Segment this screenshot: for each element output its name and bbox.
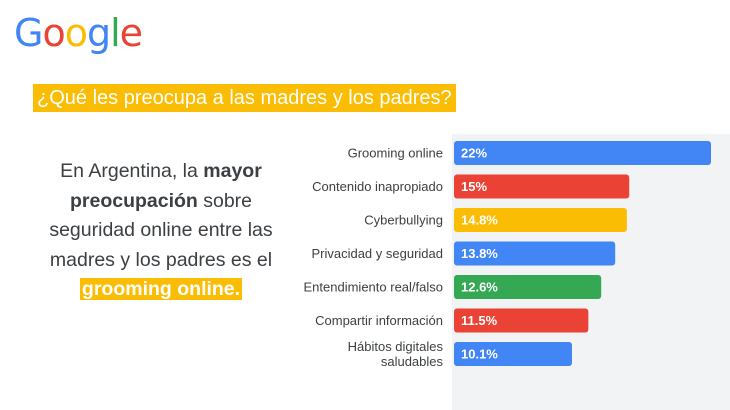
bar-value-label: 11.5% [461, 313, 498, 328]
logo-letter: o [42, 11, 65, 55]
category-label: Entendimiento real/falso [304, 280, 443, 295]
category-label: Privacidad y seguridad [311, 246, 443, 261]
intro-emphasis: mayor preocupación [69, 160, 262, 212]
bar [454, 308, 589, 333]
category-label: Hábitos digitales saludables [348, 339, 444, 369]
bar-value-label: 10.1% [461, 347, 498, 362]
category-label: Grooming online [348, 146, 443, 161]
intro-text-part-2: sobre seguridad online entre las madres … [49, 189, 273, 271]
bar-value-label: 15% [461, 179, 487, 194]
category-label: Compartir información [315, 313, 443, 328]
bar [454, 241, 616, 266]
google-logo: Google [14, 8, 143, 58]
bar [454, 141, 711, 165]
logo-letter: g [86, 11, 111, 55]
bar [454, 208, 627, 232]
bar [454, 342, 572, 366]
bar-value-label: 12.6% [461, 280, 498, 295]
category-label: Contenido inapropiado [312, 179, 443, 194]
headline: ¿Qué les preocupa a las madres y los pad… [33, 84, 456, 112]
bar-value-label: 14.8% [461, 213, 498, 228]
logo-letter: G [14, 11, 43, 55]
logo-letter: l [110, 11, 121, 55]
logo-letter: o [64, 11, 88, 55]
logo-letter: e [119, 11, 143, 55]
bar-value-label: 22% [461, 146, 487, 161]
bar [454, 275, 602, 299]
category-label: Cyberbullying [364, 213, 443, 228]
bar [454, 174, 630, 199]
intro-text: En Argentina, la mayor preocupación sobr… [30, 157, 292, 305]
intro-highlight: grooming online. [79, 278, 243, 300]
intro-text-part-1: En Argentina, la [60, 160, 204, 182]
bar-value-label: 13.8% [461, 246, 498, 261]
